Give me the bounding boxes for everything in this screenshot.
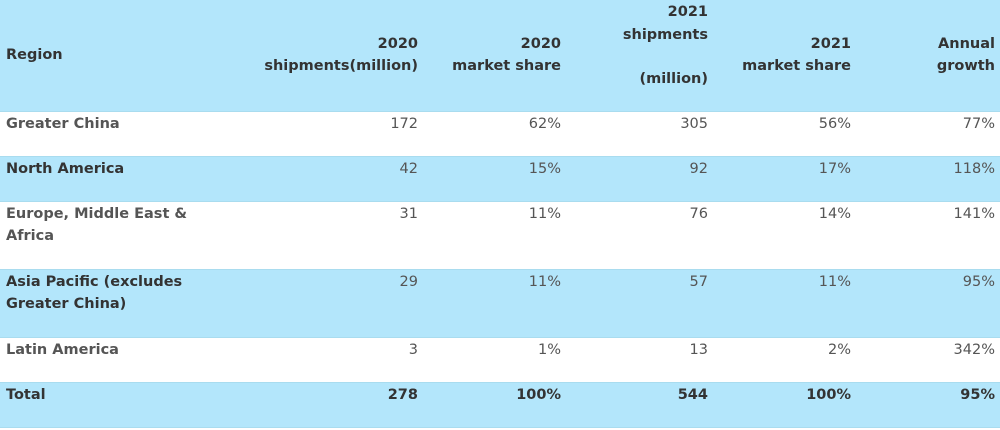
cell-region: Europe, Middle East & Africa: [0, 201, 240, 270]
cell-growth: 95%: [856, 269, 1000, 338]
table-row: Europe, Middle East & Africa 31 11% 76 1…: [0, 201, 1000, 270]
cell-shipments-2021: 305: [566, 111, 713, 157]
cell-share-2021: 2%: [713, 337, 856, 383]
cell-total-share-2021: 100%: [713, 382, 856, 428]
cell-region: Greater China: [0, 111, 240, 157]
cell-share-2021: 11%: [713, 269, 856, 338]
table-row: Latin America 3 1% 13 2% 342%: [0, 337, 1000, 383]
table-row: North America 42 15% 92 17% 118%: [0, 156, 1000, 202]
cell-share-2020: 11%: [423, 201, 566, 270]
cell-shipments-2021: 57: [566, 269, 713, 338]
cell-shipments-2021: 76: [566, 201, 713, 270]
cell-shipments-2020: 3: [240, 337, 423, 383]
cell-share-2020: 15%: [423, 156, 566, 202]
cell-shipments-2021: 92: [566, 156, 713, 202]
cell-region: Latin America: [0, 337, 240, 383]
header-growth-line1: Annual: [938, 35, 995, 52]
cell-shipments-2020: 172: [240, 111, 423, 157]
table-row: Asia Pacific (excludes Greater China) 29…: [0, 269, 1000, 338]
header-share-2021-line2: market share: [742, 58, 851, 75]
header-shipments-2020-line2: shipments(million): [264, 58, 418, 75]
header-share-2020-line2: market share: [452, 58, 561, 75]
cell-share-2021: 14%: [713, 201, 856, 270]
cell-region: North America: [0, 156, 240, 202]
cell-share-2020: 62%: [423, 111, 566, 157]
cell-region: Asia Pacific (excludes Greater China): [0, 269, 240, 338]
header-share-2020-line1: 2020: [520, 35, 561, 52]
cell-total-share-2020: 100%: [423, 382, 566, 428]
cell-share-2021: 56%: [713, 111, 856, 157]
header-growth-line2: growth: [936, 58, 995, 75]
cell-total-shipments-2021: 544: [566, 382, 713, 428]
header-growth: Annual growth: [856, 0, 1000, 112]
header-shipments-2021-line3: (million): [639, 71, 708, 87]
header-shipments-2021-line1: 2021: [667, 4, 708, 20]
header-shipments-2021: 2021 shipments (million): [566, 0, 713, 112]
cell-shipments-2020: 29: [240, 269, 423, 338]
table-header-row: Region 2020 shipments(million) 2020 mark…: [0, 0, 1000, 112]
cell-growth: 118%: [856, 156, 1000, 202]
total-row: Total 278 100% 544 100% 95%: [0, 382, 1000, 428]
cell-total-label: Total: [0, 382, 240, 428]
cell-shipments-2020: 42: [240, 156, 423, 202]
header-share-2021-line1: 2021: [810, 35, 851, 52]
header-share-2021: 2021 market share: [713, 0, 856, 112]
cell-share-2021: 17%: [713, 156, 856, 202]
cell-share-2020: 11%: [423, 269, 566, 338]
cell-total-shipments-2020: 278: [240, 382, 423, 428]
cell-growth: 342%: [856, 337, 1000, 383]
cell-shipments-2021: 13: [566, 337, 713, 383]
table-row: Greater China 172 62% 305 56% 77%: [0, 111, 1000, 157]
cell-share-2020: 1%: [423, 337, 566, 383]
header-region: Region: [0, 0, 240, 112]
cell-total-growth: 95%: [856, 382, 1000, 428]
header-shipments-2020: 2020 shipments(million): [240, 0, 423, 112]
header-shipments-2020-line1: 2020: [377, 35, 418, 52]
header-shipments-2021-line2: shipments: [622, 26, 708, 43]
cell-growth: 77%: [856, 111, 1000, 157]
header-share-2020: 2020 market share: [423, 0, 566, 112]
cell-shipments-2020: 31: [240, 201, 423, 270]
cell-growth: 141%: [856, 201, 1000, 270]
